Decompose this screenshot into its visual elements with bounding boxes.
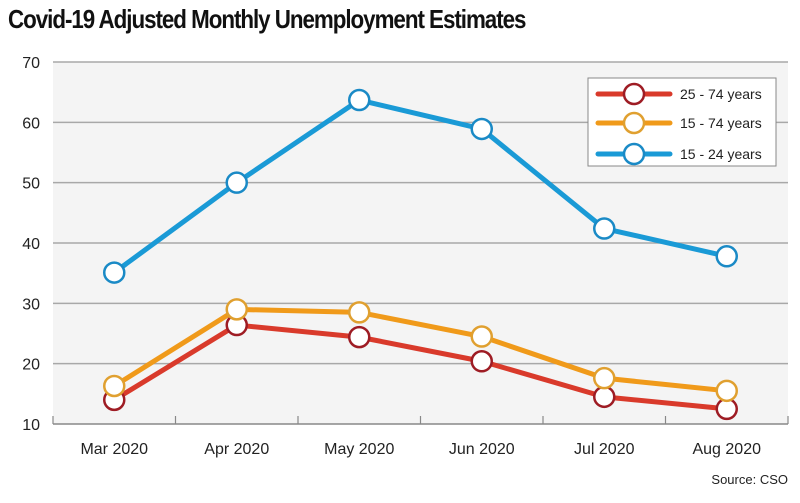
data-point [715, 379, 738, 403]
data-point [348, 301, 371, 324]
series-15-74-years [103, 298, 738, 403]
x-tick-label: Mar 2020 [80, 441, 148, 458]
y-tick-label: 50 [22, 176, 40, 193]
series-line [112, 306, 728, 394]
data-point [593, 366, 616, 390]
data-point [348, 88, 371, 112]
legend: 25 - 74 years 15 - 74 years 15 - 24 years [587, 77, 777, 167]
x-tick-label: May 2020 [324, 441, 394, 458]
data-point [593, 385, 616, 409]
legend-label: 15 - 74 years [680, 115, 762, 131]
data-point [470, 117, 493, 141]
data-point [225, 298, 248, 321]
legend-marker [622, 142, 646, 166]
series-15-24-years [103, 88, 738, 284]
y-tick-label: 30 [22, 296, 40, 313]
legend-label: 15 - 24 years [680, 146, 762, 162]
data-point [470, 350, 493, 373]
x-axis: Mar 2020 Apr 2020 May 2020 Jun 2020 Jul 2020… [52, 416, 789, 458]
legend-marker [622, 111, 646, 135]
data-point [593, 217, 616, 240]
y-tick-label: 10 [22, 417, 40, 434]
y-tick-label: 70 [22, 55, 40, 72]
x-tick-label: Jun 2020 [449, 441, 515, 458]
chart-title: Covid-19 Adjusted Monthly Unemployment E… [8, 4, 526, 34]
y-tick-label: 40 [22, 236, 40, 253]
data-point [225, 171, 248, 194]
series-line [112, 97, 728, 275]
data-point [470, 325, 493, 348]
series-line [112, 322, 727, 412]
y-axis-ticks: 10 20 30 40 50 60 70 [22, 55, 40, 434]
data-point [103, 261, 126, 284]
data-point [103, 374, 126, 398]
x-tick-label: Jul 2020 [574, 441, 635, 458]
x-tick-label: Apr 2020 [204, 441, 269, 458]
source-note: Source: CSO [711, 472, 788, 487]
legend-marker [622, 82, 646, 106]
series-group [103, 88, 738, 421]
series-25-74-years [103, 313, 738, 421]
y-tick-label: 20 [22, 357, 40, 374]
data-point [348, 325, 371, 349]
data-point [715, 245, 738, 268]
y-tick-label: 60 [22, 115, 40, 132]
x-tick-label: Aug 2020 [692, 441, 761, 458]
legend-label: 25 - 74 years [680, 86, 762, 102]
